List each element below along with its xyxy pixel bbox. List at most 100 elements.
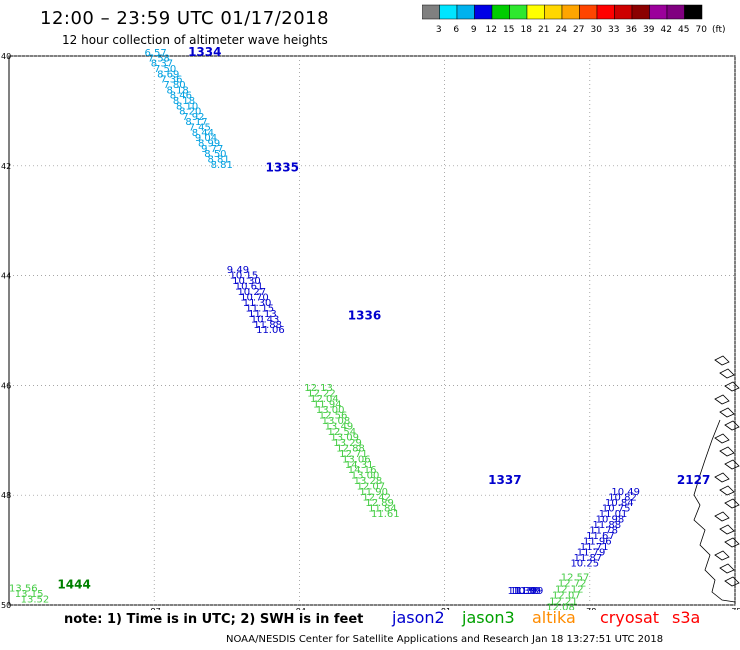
lat-tick-label: 44	[1, 272, 11, 281]
lat-tick-label: 48	[1, 491, 11, 500]
track-1336-blue: 9.4910.1510.3010.6110.2710.7011.3011.151…	[227, 265, 285, 336]
swh-value-label: 10.98	[596, 515, 625, 526]
satellite-label-jason3: jason3	[462, 608, 515, 627]
pass-id-label: 2127	[677, 473, 710, 487]
swh-value-label: 10.61	[235, 281, 264, 292]
swh-value-label: 11.96	[583, 537, 612, 548]
swh-value-label: 7.80	[163, 80, 185, 91]
color-scale-tick: 15	[503, 25, 514, 35]
swh-value-label: 8.18	[167, 85, 189, 96]
color-scale-tick: 45	[678, 25, 689, 35]
swh-value-label: 11.30	[508, 586, 537, 597]
swh-value-label: 11.90	[359, 487, 388, 498]
swh-value-label: 14.16	[348, 465, 377, 476]
swh-value-label: 11.13	[248, 309, 277, 320]
satellite-label-jason2: jason2	[392, 608, 445, 627]
swh-value-label: 9.04	[195, 133, 217, 144]
swh-value-label: 14.31	[345, 460, 374, 471]
swh-value-label: 11.30	[243, 298, 272, 309]
swh-value-label: 9.77	[201, 144, 223, 155]
swh-value-label: 11.71	[580, 542, 609, 553]
swh-value-label: 6.57	[145, 48, 167, 59]
color-scale-tick: 3	[436, 25, 442, 35]
swh-value-label: 11.88	[592, 520, 621, 531]
satellite-label-s3a: s3a	[672, 608, 701, 627]
swh-value-label: 11.94	[313, 399, 342, 410]
swh-value-label: 10.43	[251, 314, 280, 325]
swh-value-label: 12.72	[558, 578, 587, 589]
swh-value-label: 12.21	[549, 596, 578, 607]
swh-value-label: 13.06	[342, 454, 371, 465]
swh-value-label: 10.15	[229, 270, 258, 281]
swh-value-label: 10.25	[570, 559, 599, 570]
swh-value-label: 11.38	[510, 586, 539, 597]
swh-value-label: 8.69	[157, 69, 179, 80]
color-scale-tick: 6	[453, 25, 459, 35]
color-scale-legend: 3 6 9 12 15 18 21 24 27 30 33 36 39 42 45 70 (ft)	[422, 4, 726, 35]
swh-value-label: 12.89	[365, 498, 394, 509]
swh-value-label: 10.84	[605, 498, 634, 509]
track-1334-1336: 6.577.588.377.508.697.367.808.188.468.18…	[145, 48, 233, 171]
pass-id-label: 1335	[266, 160, 299, 174]
swh-value-label: 13.29	[333, 438, 362, 449]
satellite-label-cryosat: cryosat	[600, 608, 660, 627]
swh-value-label: 11.67	[586, 531, 615, 542]
swh-value-label: 12.57	[561, 572, 590, 583]
swh-value-label: 13.28	[354, 476, 383, 487]
swh-value-label: 12.13	[304, 383, 333, 394]
lat-tick-label: 50	[1, 601, 11, 610]
lat-tick-label: 42	[1, 162, 11, 171]
wave-height-map: -87-84-81-78-754042444648506.577.588.377…	[1, 45, 740, 610]
swh-value-label: 13.00	[351, 471, 380, 482]
swh-value-label: 13.56	[9, 583, 38, 594]
swh-value-label: 11.88	[253, 320, 282, 331]
swh-value-label: 8.50	[204, 149, 226, 160]
lon-tick-label: -81	[438, 607, 451, 610]
swh-value-label: 12.54	[327, 427, 356, 438]
swh-value-label: 11.87	[574, 553, 603, 564]
swh-value-label: 8.10	[176, 101, 198, 112]
swh-value-label: 11.84	[368, 504, 397, 515]
lon-tick-label: -75	[728, 607, 740, 610]
swh-value-label: 12.04	[310, 394, 339, 405]
lon-tick-label: -84	[293, 607, 306, 610]
swh-value-label: 8.44	[192, 128, 214, 139]
swh-value-label: 10.99	[512, 586, 541, 597]
lon-tick-label: -87	[148, 607, 161, 610]
color-scale-tick: 36	[626, 25, 638, 35]
swh-value-label: 8.20	[179, 107, 201, 118]
swh-value-label: 11.06	[256, 325, 285, 336]
swh-value-label: 10.70	[240, 292, 269, 303]
swh-value-label: 7.36	[160, 75, 182, 86]
swh-value-label: 8.46	[170, 91, 192, 102]
color-scale-tick: 39	[643, 25, 655, 35]
swh-value-label: 13.15	[15, 589, 44, 600]
swh-value-label: 11.15	[245, 303, 274, 314]
page-subtitle: 12 hour collection of altimeter wave hei…	[62, 33, 328, 47]
color-scale-tick: 42	[661, 25, 672, 35]
swh-value-label: 7.58	[148, 53, 170, 64]
swh-value-label: 10.49	[611, 487, 640, 498]
credit-text: NOAA/NESDIS Center for Satellite Applica…	[226, 634, 664, 645]
pass-id-label: 1334	[188, 45, 221, 59]
color-scale-tick: 27	[573, 25, 584, 35]
lat-tick-label: 40	[1, 52, 11, 61]
map-frame	[8, 55, 736, 606]
lat-tick-label: 46	[1, 381, 11, 390]
swh-value-label: 13.00	[316, 405, 345, 416]
swh-value-label: 8.81	[207, 155, 229, 166]
color-scale-tick: 12	[486, 25, 497, 35]
pass-id-label: 1444	[57, 578, 90, 592]
swh-value-label: 9.49	[227, 265, 249, 276]
swh-value-label: 10.27	[237, 287, 266, 298]
swh-value-label: 7.92	[182, 112, 204, 123]
swh-value-label: 13.08	[322, 416, 351, 427]
color-scale-tick: 21	[538, 25, 549, 35]
swh-value-label: 12.56	[319, 410, 348, 421]
swh-value-label: 11.61	[371, 509, 400, 520]
swh-value-label: 12.07	[357, 482, 386, 493]
satellite-label-altika: altika	[532, 608, 576, 627]
swh-value-label: 10.75	[602, 504, 631, 515]
